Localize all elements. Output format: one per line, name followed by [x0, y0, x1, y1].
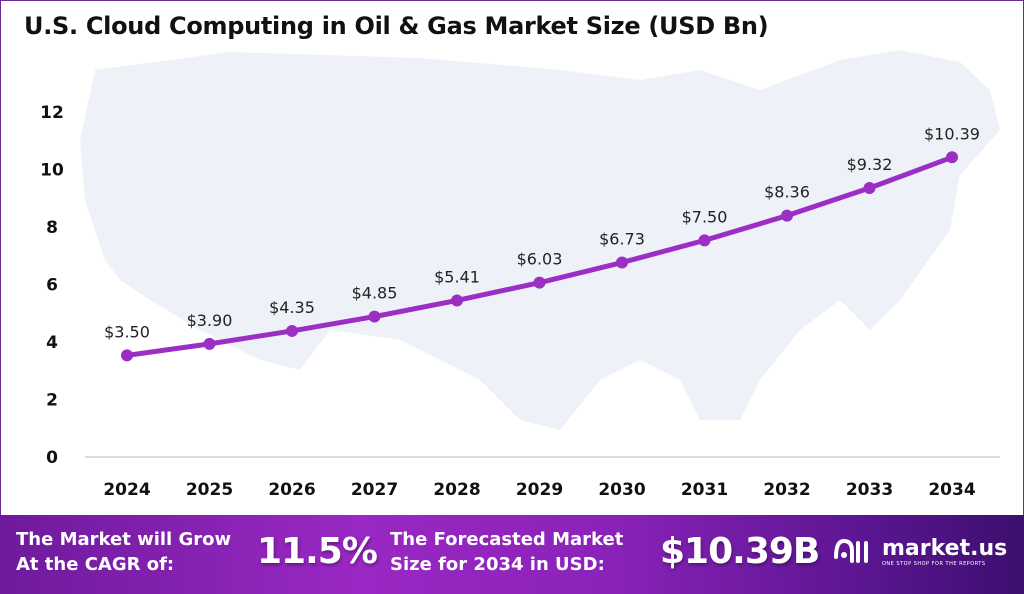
- x-tick-label: 2028: [433, 480, 480, 500]
- data-label: $8.36: [764, 183, 810, 202]
- x-tick-label: 2032: [763, 480, 810, 500]
- x-tick-label: 2025: [186, 480, 233, 500]
- usa-map-silhouette: [80, 50, 1000, 430]
- data-point: [203, 337, 216, 350]
- y-tick-label: 10: [40, 161, 64, 181]
- forecast-value: $10.39B: [660, 531, 820, 572]
- data-point: [121, 349, 133, 362]
- data-label: $6.73: [599, 230, 645, 249]
- x-tick-label: 2033: [846, 480, 893, 500]
- data-point: [368, 310, 381, 323]
- x-tick-label: 2029: [516, 480, 563, 500]
- data-label: $4.35: [269, 298, 315, 317]
- data-point: [616, 256, 628, 269]
- market-us-logo-icon: [834, 538, 868, 563]
- y-tick-label: 2: [46, 391, 58, 411]
- y-tick-label: 0: [46, 448, 58, 468]
- data-point: [451, 294, 463, 307]
- x-tick-label: 2030: [598, 480, 645, 500]
- data-label: $7.50: [682, 207, 728, 226]
- line-chart: 0 2 4 6 8 10 12 2024 2025 2026 2027 2028 2029 2030 20…: [40, 50, 1000, 500]
- logo-tagline: ONE STOP SHOP FOR THE REPORTS: [882, 560, 986, 567]
- x-tick-label: 2034: [928, 480, 975, 500]
- chart-title: U.S. Cloud Computing in Oil & Gas Market…: [24, 12, 769, 40]
- data-label: $9.32: [847, 155, 893, 174]
- data-point: [533, 276, 546, 289]
- y-tick-label: 6: [46, 276, 58, 296]
- forecast-label-line2: Size for 2034 in USD:: [390, 554, 605, 575]
- y-tick-label: 8: [46, 218, 58, 238]
- y-tick-label: 4: [46, 333, 58, 353]
- forecast-label-line1: The Forecasted Market: [390, 529, 624, 550]
- market-us-logo: market.us ONE STOP SHOP FOR THE REPORTS: [832, 535, 1007, 567]
- x-tick-label: 2031: [681, 480, 728, 500]
- x-tick-label: 2024: [103, 480, 150, 500]
- data-point: [863, 182, 876, 195]
- summary-banner: The Market will Grow At the CAGR of: 11.…: [0, 515, 1024, 594]
- data-label: $4.85: [352, 284, 398, 303]
- cagr-label: The Market will Grow At the CAGR of:: [16, 527, 231, 577]
- x-tick-label: 2026: [268, 480, 315, 500]
- data-point: [286, 324, 298, 337]
- data-label: $3.50: [104, 322, 150, 341]
- cagr-value: 11.5%: [257, 531, 378, 572]
- forecast-label: The Forecasted Market Size for 2034 in U…: [390, 527, 623, 577]
- cagr-label-line2: At the CAGR of:: [16, 554, 175, 575]
- data-label: $10.39: [924, 124, 980, 143]
- data-point: [698, 234, 711, 247]
- data-point: [946, 151, 958, 164]
- y-tick-label: 12: [40, 103, 64, 123]
- logo-name: market.us: [882, 535, 1008, 561]
- data-label: $5.41: [434, 267, 480, 286]
- cagr-label-line1: The Market will Grow: [16, 529, 232, 550]
- x-tick-label: 2027: [351, 480, 398, 500]
- data-label: $6.03: [517, 250, 563, 269]
- data-point: [781, 209, 793, 222]
- data-label: $3.90: [187, 311, 233, 330]
